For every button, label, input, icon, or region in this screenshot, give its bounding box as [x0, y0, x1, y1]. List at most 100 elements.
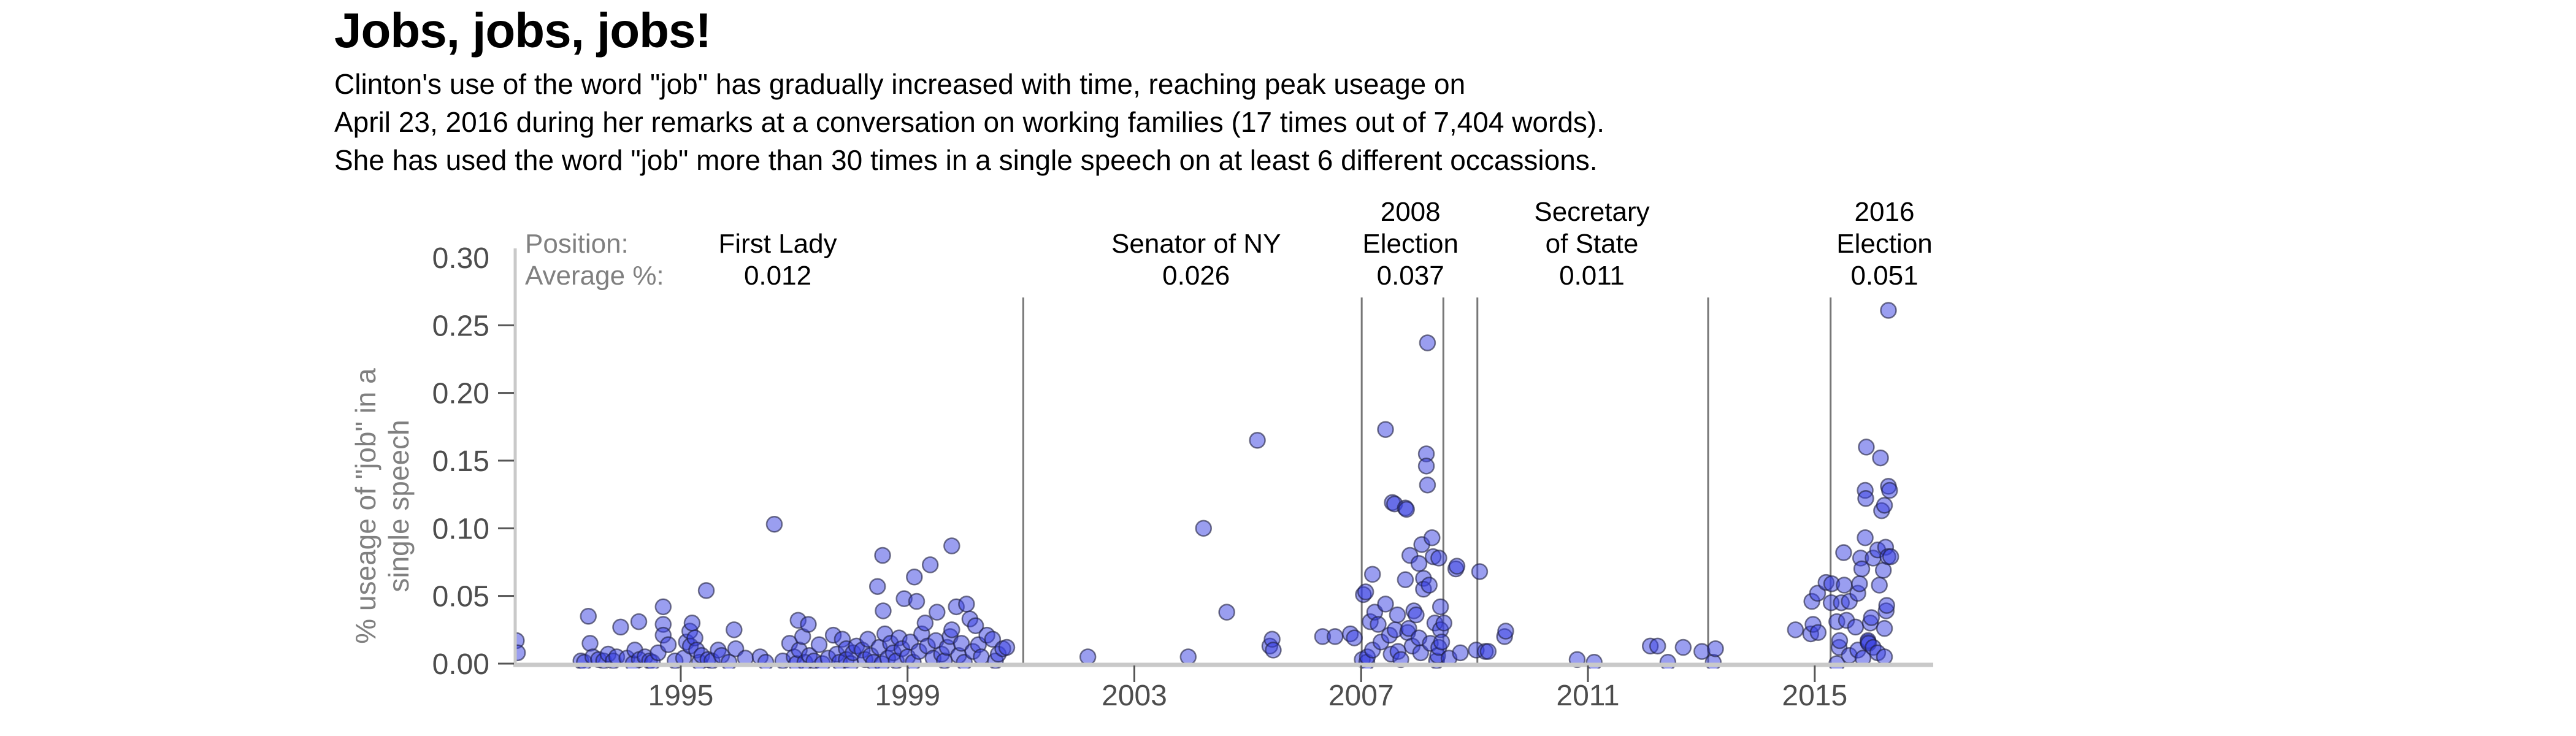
data-point — [1876, 497, 1893, 514]
data-point — [1876, 619, 1893, 637]
data-point — [1847, 618, 1865, 636]
data-point — [1448, 558, 1466, 575]
y-tick-label: 0.10 — [432, 513, 489, 545]
data-point — [1400, 619, 1417, 637]
data-point — [973, 648, 990, 665]
data-point — [1452, 644, 1469, 662]
data-point — [943, 537, 960, 554]
data-point — [1433, 633, 1451, 651]
data-point — [1880, 302, 1897, 319]
data-point — [1397, 571, 1414, 588]
y-tick-label: 0.25 — [432, 310, 489, 342]
data-point — [757, 654, 775, 669]
data-point — [1857, 529, 1874, 546]
data-point — [1420, 577, 1438, 594]
data-point — [1370, 616, 1387, 633]
scatter-points — [515, 302, 1899, 669]
data-point — [921, 556, 939, 573]
x-tick-label: 2003 — [1102, 680, 1167, 712]
era-average-value: 0.011 — [1559, 261, 1625, 291]
data-point — [1346, 629, 1363, 646]
data-point — [1430, 550, 1447, 567]
subtitle-line-1: Clinton's use of the word "job" has grad… — [334, 68, 1466, 100]
data-point — [1363, 565, 1381, 583]
subtitle-line-2: April 23, 2016 during her remarks at a c… — [334, 106, 1605, 138]
y-axis-label: single speech — [383, 420, 415, 592]
data-point — [1882, 548, 1899, 565]
chart-header: Jobs, jobs, jobs! Clinton's use of the w… — [334, 5, 1604, 179]
x-tick-label: 2007 — [1328, 680, 1394, 712]
data-point — [875, 602, 892, 619]
data-point — [1424, 529, 1441, 546]
era-label: Election — [1362, 229, 1459, 259]
era-label: First Lady — [718, 229, 837, 259]
x-tick-label: 2015 — [1782, 680, 1847, 712]
era-average-value: 0.012 — [744, 261, 811, 291]
data-point — [1872, 449, 1889, 467]
data-point — [1410, 554, 1428, 572]
era-label: of State — [1546, 229, 1639, 259]
y-tick-label: 0.00 — [432, 648, 489, 681]
era-average-value: 0.051 — [1850, 261, 1918, 291]
data-point — [1835, 544, 1852, 561]
data-point — [1377, 421, 1394, 438]
data-point — [868, 578, 886, 595]
data-point — [1704, 654, 1722, 669]
data-point — [1435, 615, 1452, 632]
data-point — [908, 592, 926, 610]
y-tick-label: 0.05 — [432, 581, 489, 613]
era-label: Secretary — [1534, 197, 1649, 227]
era-label: 2016 — [1855, 197, 1915, 227]
data-point — [1836, 577, 1853, 594]
data-point — [1831, 632, 1849, 650]
data-point — [810, 636, 828, 653]
y-axis-label: % useage of "job" in a — [350, 368, 381, 644]
data-point — [1851, 575, 1868, 592]
era-label: Senator of NY — [1111, 229, 1281, 259]
y-tick-label: 0.30 — [432, 242, 489, 275]
chart-title: Jobs, jobs, jobs! — [334, 3, 711, 58]
data-point — [916, 615, 934, 632]
subtitle-line-3: She has used the word "job" more than 30… — [334, 144, 1598, 176]
data-point — [630, 613, 648, 631]
data-point — [1179, 648, 1197, 665]
data-point — [765, 515, 783, 533]
data-point — [953, 635, 970, 652]
data-point — [1398, 500, 1415, 518]
data-point — [1249, 432, 1266, 449]
era-average-value: 0.026 — [1162, 261, 1230, 291]
data-point — [943, 621, 960, 638]
data-point — [1079, 648, 1097, 665]
average-row-label: Average %: — [525, 261, 664, 291]
y-tick-label: 0.20 — [432, 378, 489, 410]
position-row-label: Position: — [525, 229, 629, 259]
data-point — [1857, 490, 1874, 507]
data-point — [800, 616, 817, 633]
data-point — [580, 608, 597, 625]
data-point — [659, 636, 677, 653]
data-point — [1787, 621, 1804, 638]
data-point — [1419, 334, 1436, 351]
data-point — [967, 617, 984, 634]
data-point — [929, 604, 946, 621]
era-label: 2008 — [1381, 197, 1441, 227]
data-point — [726, 621, 743, 638]
chart-subtitle: Clinton's use of the word "job" has grad… — [334, 65, 1604, 179]
data-point — [654, 598, 672, 616]
data-point — [515, 644, 526, 662]
era-label: Election — [1836, 229, 1933, 259]
data-point — [1674, 638, 1692, 656]
data-point — [1659, 654, 1677, 669]
data-point — [1497, 623, 1514, 640]
data-point — [958, 596, 975, 613]
data-point — [998, 638, 1016, 656]
data-point — [1471, 563, 1489, 580]
data-point — [1479, 643, 1497, 660]
data-point — [683, 615, 701, 632]
data-point — [984, 631, 1002, 648]
data-point — [1417, 458, 1435, 475]
data-point — [1858, 439, 1875, 456]
data-point — [1389, 606, 1406, 624]
